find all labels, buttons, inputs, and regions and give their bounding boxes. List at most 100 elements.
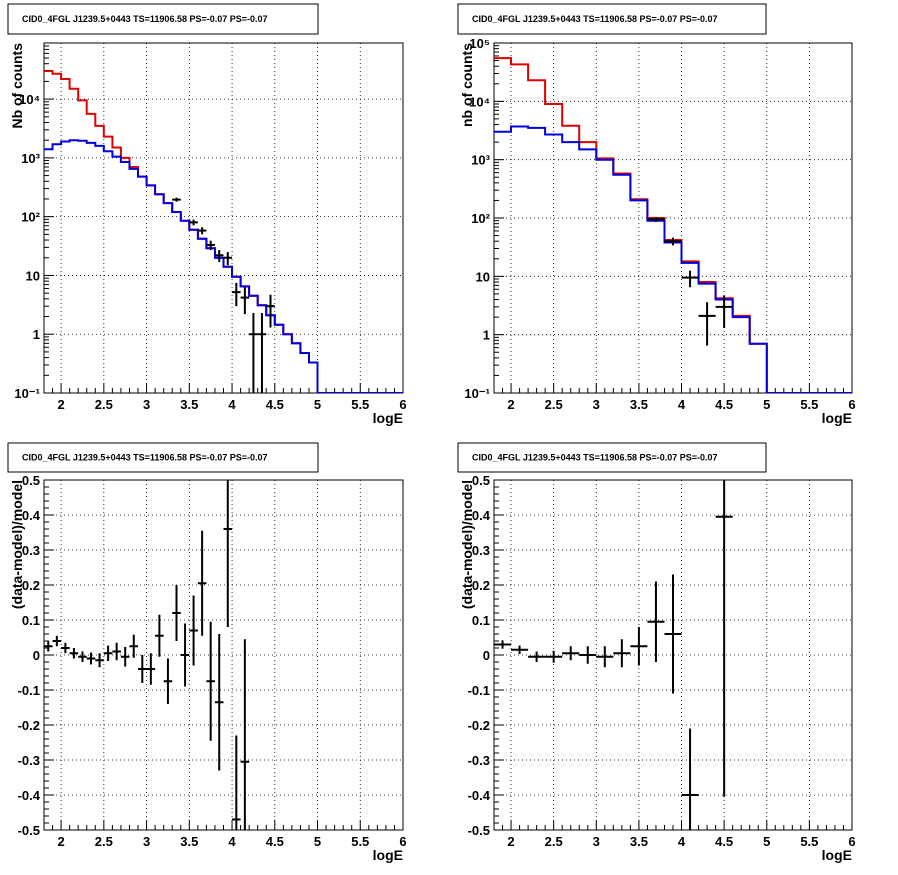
chart-title: CID0_4FGL J1239.5+0443 TS=11906.58 PS=-0… <box>472 453 718 463</box>
x-tick-label: 4.5 <box>715 834 733 849</box>
residual-point <box>155 614 164 657</box>
x-tick-label: 4.5 <box>715 397 733 412</box>
data-point <box>266 294 275 328</box>
residual-point <box>647 581 665 662</box>
x-axis-label: logE <box>822 410 852 426</box>
residual-point <box>52 635 62 647</box>
y-tick-label: 1 <box>33 327 40 342</box>
x-tick-label: 6 <box>399 834 406 849</box>
x-tick-label: 5 <box>763 834 770 849</box>
x-tick-label: 4 <box>678 834 686 849</box>
x-tick-label: 3 <box>143 834 150 849</box>
residual-point <box>596 646 614 668</box>
residual-point <box>240 639 250 830</box>
title-box <box>457 3 767 35</box>
y-tick-label: 10² <box>21 210 40 225</box>
x-tick-label: 2.5 <box>545 834 563 849</box>
x-tick-label: 3 <box>593 834 600 849</box>
y-tick-label: -0.3 <box>468 753 490 768</box>
y-tick-label: 10³ <box>21 151 40 166</box>
title-box <box>7 3 319 35</box>
y-tick-label: -0.5 <box>468 823 490 838</box>
x-tick-label: 5 <box>314 834 321 849</box>
residual-point <box>78 651 87 662</box>
x-tick-label: 5 <box>314 397 321 412</box>
y-tick-label: 10⁻¹ <box>464 386 490 401</box>
data-point <box>698 302 716 346</box>
y-tick-label: 0.1 <box>472 613 490 628</box>
y-tick-label: 10⁻¹ <box>14 386 40 401</box>
y-tick-label: 0.2 <box>22 578 40 593</box>
plot-area <box>44 70 403 393</box>
y-axis-label: nb of counts <box>459 43 475 127</box>
chart-panel-4: CID0_4FGL J1239.5+0443 TS=11906.58 PS=-0… <box>457 442 856 863</box>
residual-point <box>715 480 733 797</box>
chart-panel-1: CID0_4FGL J1239.5+0443 TS=11906.58 PS=-0… <box>7 3 407 426</box>
x-tick-label: 5.5 <box>800 834 818 849</box>
y-tick-label: -0.5 <box>18 823 40 838</box>
series-line-1 <box>44 70 403 393</box>
plot-area <box>44 480 250 830</box>
residual-point <box>163 658 173 704</box>
x-tick-label: 4.5 <box>266 834 284 849</box>
residual-point <box>562 646 580 661</box>
y-tick-label: 0 <box>33 648 40 663</box>
residual-point <box>120 646 130 667</box>
data-point <box>715 295 733 329</box>
residual-point <box>112 642 121 661</box>
x-tick-label: 6 <box>848 834 855 849</box>
y-tick-label: 10² <box>471 211 490 226</box>
x-tick-label: 2 <box>507 397 514 412</box>
data-point <box>232 282 241 307</box>
residual-point <box>232 735 241 830</box>
title-box <box>7 442 319 473</box>
residual-point <box>44 641 53 652</box>
residual-point <box>146 653 156 685</box>
y-tick-label: 1 <box>483 328 490 343</box>
residual-point <box>579 646 597 664</box>
x-tick-label: 3.5 <box>180 397 198 412</box>
y-axis-label: (data-model)/model <box>9 480 25 609</box>
series-line-1 <box>494 57 852 393</box>
data-point <box>647 217 665 222</box>
data-point <box>189 219 198 226</box>
residual-point <box>664 574 682 694</box>
residual-point <box>61 642 70 654</box>
y-tick-label: -0.4 <box>18 788 41 803</box>
data-point <box>197 227 207 235</box>
plot-frame <box>43 479 404 831</box>
y-tick-label: -0.3 <box>18 753 40 768</box>
residual-point <box>103 645 113 661</box>
x-tick-label: 6 <box>399 397 406 412</box>
x-tick-label: 3 <box>143 397 150 412</box>
grid <box>494 43 852 393</box>
y-tick-label: -0.2 <box>468 718 490 733</box>
y-tick-label: -0.2 <box>18 718 40 733</box>
data-point <box>681 270 699 288</box>
series-line-2 <box>494 125 852 393</box>
y-tick-label: -0.1 <box>468 683 490 698</box>
x-tick-label: 4.5 <box>266 397 284 412</box>
y-tick-label: 0.3 <box>22 543 40 558</box>
data-point <box>172 197 181 202</box>
y-tick-label: 0.4 <box>472 508 491 523</box>
residual-point <box>528 651 546 662</box>
residual-point <box>95 653 104 668</box>
residual-point <box>172 585 181 641</box>
y-axis-label: (data-model)/model <box>459 480 475 609</box>
x-tick-label: 5 <box>763 397 770 412</box>
residual-point <box>138 655 147 683</box>
residual-point <box>681 728 699 830</box>
plot-area <box>494 480 733 830</box>
y-tick-label: 0.2 <box>472 578 490 593</box>
residual-point <box>545 650 563 663</box>
plot-area <box>494 57 852 393</box>
residual-point <box>511 645 529 654</box>
residual-point <box>214 634 224 771</box>
grid <box>44 480 403 830</box>
y-axis-label: Nb of counts <box>9 43 25 129</box>
y-tick-label: 0.3 <box>472 543 490 558</box>
residual-point <box>69 648 79 659</box>
x-tick-label: 4 <box>678 397 686 412</box>
